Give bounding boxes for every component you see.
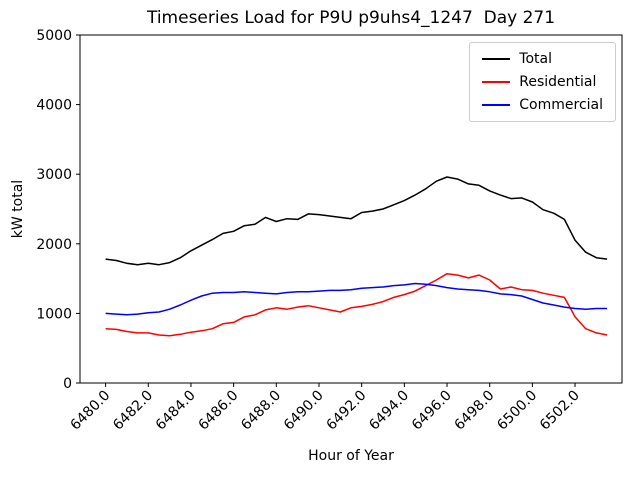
x-tick-label: 6496.0 bbox=[409, 388, 455, 434]
legend-line-sample-commercial bbox=[482, 104, 511, 106]
x-tick-label: 6490.0 bbox=[281, 388, 327, 434]
legend-item-commercial: Commercial bbox=[482, 97, 603, 113]
series-line-commercial bbox=[105, 282, 608, 316]
x-tick-label: 6498.0 bbox=[452, 388, 498, 434]
y-axis-label: kW total bbox=[10, 179, 26, 239]
y-tick-label: 5000 bbox=[36, 28, 72, 44]
y-tick-label: 3000 bbox=[36, 167, 72, 183]
x-tick-label: 6486.0 bbox=[196, 388, 242, 434]
x-tick-label: 6488.0 bbox=[238, 388, 284, 434]
legend: Total Residential Commercial bbox=[469, 42, 616, 122]
y-tick-label: 0 bbox=[63, 376, 72, 392]
series-line-total bbox=[105, 176, 608, 266]
chart-title: Timeseries Load for P9U p9uhs4_1247 Day … bbox=[146, 8, 556, 28]
y-tick-label: 4000 bbox=[36, 98, 72, 114]
x-tick-label: 6480.0 bbox=[67, 388, 113, 434]
x-tick-label: 6484.0 bbox=[153, 388, 199, 434]
x-tick-label: 6502.0 bbox=[537, 388, 583, 434]
y-tick-label: 2000 bbox=[36, 237, 72, 253]
y-tick-label: 1000 bbox=[36, 306, 72, 322]
legend-label-total: Total bbox=[519, 51, 552, 67]
legend-line-sample-residential bbox=[482, 81, 511, 83]
legend-label-residential: Residential bbox=[519, 74, 597, 90]
legend-line-sample-total bbox=[482, 58, 511, 60]
series-line-residential bbox=[105, 272, 608, 337]
x-tick-label: 6492.0 bbox=[324, 388, 370, 434]
legend-item-residential: Residential bbox=[482, 74, 603, 90]
x-tick-label: 6482.0 bbox=[110, 388, 156, 434]
x-axis-label: Hour of Year bbox=[308, 448, 394, 464]
x-tick-label: 6500.0 bbox=[494, 388, 540, 434]
legend-item-total: Total bbox=[482, 51, 603, 67]
legend-label-commercial: Commercial bbox=[519, 97, 603, 113]
x-tick-label: 6494.0 bbox=[366, 388, 412, 434]
